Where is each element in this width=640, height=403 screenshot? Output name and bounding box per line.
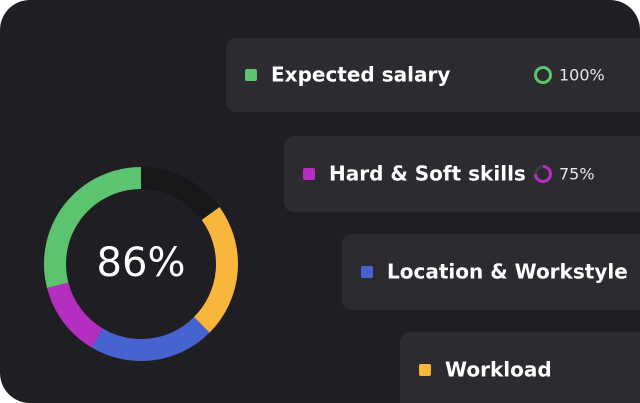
card [400, 332, 640, 403]
card-label: Hard & Soft skills [329, 162, 526, 186]
score-ring [534, 66, 552, 84]
score-label: 100% [559, 66, 605, 85]
donut-segment [91, 316, 210, 361]
card [342, 234, 640, 310]
legend-swatch [245, 69, 257, 81]
donut-segment [47, 282, 104, 348]
donut-segment [193, 206, 238, 333]
card-label: Location & Workstyle [387, 260, 628, 284]
donut-segment [44, 167, 142, 289]
card-label: Workload [445, 358, 552, 382]
card-label: Expected salary [271, 63, 450, 87]
center-label: 86% [97, 240, 186, 286]
score-ring [534, 165, 552, 183]
legend-swatch [303, 168, 315, 180]
legend-swatch [419, 364, 431, 376]
donut-segment [140, 167, 220, 221]
card [284, 136, 640, 212]
card [226, 38, 640, 112]
score-label: 75% [559, 165, 595, 184]
legend-swatch [361, 266, 373, 278]
